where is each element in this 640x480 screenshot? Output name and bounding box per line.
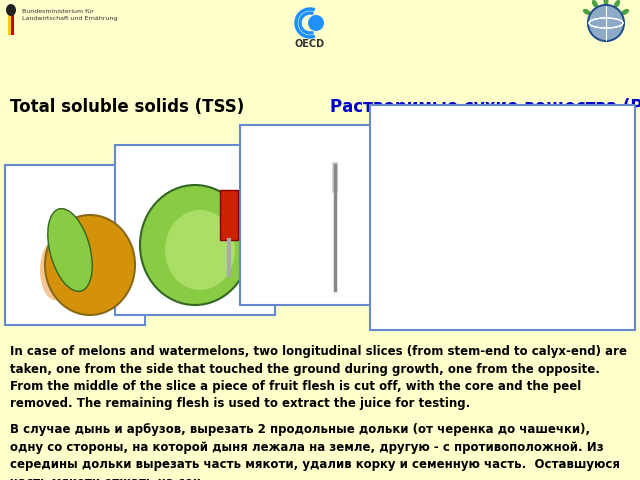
Ellipse shape <box>308 15 324 31</box>
Bar <box>370 105 635 330</box>
Ellipse shape <box>375 132 445 222</box>
Ellipse shape <box>140 185 250 305</box>
Bar <box>11 7 14 35</box>
Text: Растворимые сухие вещества (РСВ): Растворимые сухие вещества (РСВ) <box>330 98 640 116</box>
Text: Bundesministerium für
Landwirtschaft und Ernährung: Bundesministerium für Landwirtschaft und… <box>22 9 117 21</box>
Ellipse shape <box>621 9 629 15</box>
Bar <box>5 165 145 325</box>
Bar <box>550 202 580 237</box>
Bar <box>115 145 275 315</box>
Text: Total soluble solids (TSS): Total soluble solids (TSS) <box>10 98 244 116</box>
Ellipse shape <box>260 175 390 295</box>
Bar <box>240 125 410 305</box>
Bar <box>8 7 11 35</box>
Ellipse shape <box>45 215 135 315</box>
Text: В случае дынь и арбузов, вырезать 2 продольные дольки (от черенка до чашечки),
о: В случае дынь и арбузов, вырезать 2 прод… <box>10 423 620 480</box>
Ellipse shape <box>614 0 620 8</box>
Ellipse shape <box>40 240 70 300</box>
Text: OECD: OECD <box>295 39 325 49</box>
Bar <box>220 190 238 240</box>
Ellipse shape <box>165 210 235 290</box>
Ellipse shape <box>589 6 623 40</box>
Text: In case of melons and watermelons, two longitudinal slices (from stem-end to cal: In case of melons and watermelons, two l… <box>10 345 627 410</box>
Ellipse shape <box>425 132 475 202</box>
Ellipse shape <box>280 200 370 280</box>
Ellipse shape <box>48 209 92 291</box>
Ellipse shape <box>604 0 609 5</box>
Bar <box>380 197 580 247</box>
Ellipse shape <box>592 0 598 8</box>
Ellipse shape <box>555 137 615 217</box>
Ellipse shape <box>583 9 591 15</box>
Ellipse shape <box>6 4 16 16</box>
